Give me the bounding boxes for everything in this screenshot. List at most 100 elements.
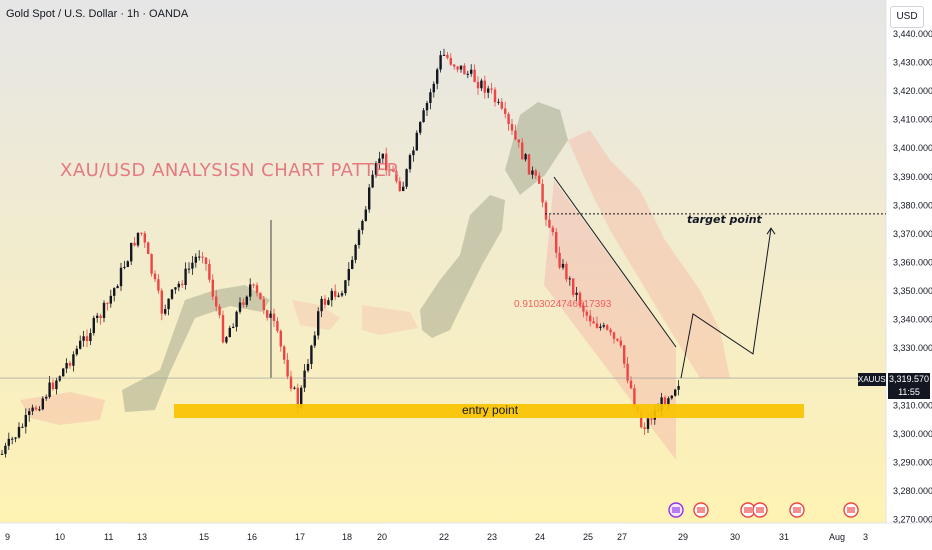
time-tick-label: 17 [295, 532, 305, 542]
price-tick-label: 3,350.000 [893, 286, 932, 296]
candle-body [96, 315, 99, 318]
candle-body [238, 302, 242, 312]
candle-body [504, 108, 507, 114]
candle-body [459, 65, 463, 70]
event-icon-mark [847, 507, 855, 513]
candle-body [310, 345, 313, 364]
candle-body [65, 363, 68, 369]
price-tick-label: 3,420.000 [893, 86, 932, 96]
time-tick-label: 3 [863, 532, 868, 542]
candle-body [204, 257, 208, 264]
candle-body [28, 411, 31, 415]
candle-body [283, 346, 286, 360]
time-tick-label: 10 [55, 532, 65, 542]
candle-body [470, 69, 473, 74]
time-tick-label: 16 [247, 532, 257, 542]
candle-body [191, 262, 194, 269]
cloud-area [505, 102, 568, 195]
time-tick-label: 15 [199, 532, 209, 542]
candle-body [490, 88, 493, 90]
candle-body [55, 380, 58, 390]
candle-body [527, 154, 531, 175]
candle-body [14, 437, 17, 439]
candle-body [374, 163, 378, 175]
candle-body [109, 295, 112, 304]
candle-body [198, 256, 201, 258]
time-tick-label: 20 [377, 532, 387, 542]
candle-body [147, 242, 150, 255]
candle-body [476, 81, 480, 89]
candle-body [337, 295, 340, 297]
candle-body [201, 256, 204, 258]
candle-body [480, 80, 483, 89]
candle-body [51, 382, 55, 390]
price-tick-label: 3,270.000 [893, 515, 932, 525]
candle-body [72, 354, 75, 366]
candle-body [446, 54, 449, 58]
candle-body [41, 398, 44, 410]
candle-body [531, 170, 534, 175]
candle-body [595, 323, 599, 328]
candle-body [405, 169, 408, 187]
candles [0, 48, 680, 458]
price-tick-label: 3,310.000 [893, 400, 932, 410]
candle-body [388, 169, 391, 171]
event-icon-mark [697, 507, 705, 513]
candle-body [422, 110, 425, 123]
candle-body [663, 397, 667, 406]
time-axis-ticks: 9 10 11 13 15 16 17 18 20 22 23 24 25 27 29 30 31 Aug 3 [5, 532, 868, 542]
candle-body [293, 387, 296, 389]
candle-body [361, 220, 364, 231]
candle-body [500, 101, 503, 109]
time-tick-label: 24 [535, 532, 545, 542]
candle-body [194, 256, 197, 263]
candle-body [677, 385, 680, 390]
candle-body [320, 298, 323, 312]
cloud-area [420, 195, 505, 338]
candle-body [544, 202, 548, 220]
candle-body [7, 438, 10, 446]
candle-body [225, 337, 228, 343]
candle-body [575, 292, 578, 295]
candle-body [466, 73, 469, 75]
candle-body [660, 397, 663, 411]
event-icon-mark [744, 507, 752, 513]
candle-body [473, 69, 476, 82]
candle-body [89, 333, 92, 342]
candle-body [232, 326, 235, 328]
time-tick-label: 18 [342, 532, 352, 542]
price-tick-label: 3,340.000 [893, 315, 932, 325]
candle-body [670, 395, 673, 399]
candle-body [58, 376, 61, 381]
candle-body [259, 292, 262, 300]
time-tick-label: 23 [487, 532, 497, 542]
candle-body [582, 305, 585, 312]
currency-button[interactable]: USD [890, 6, 924, 28]
candle-body [160, 290, 163, 314]
candle-body [633, 388, 636, 407]
fib-ratio-label: 0.9103024746617393 [514, 299, 612, 310]
candle-body [174, 287, 177, 290]
candle-body [510, 124, 514, 131]
candle-body [351, 259, 354, 269]
candle-body [266, 310, 269, 318]
candle-body [113, 288, 116, 296]
current-price-tag: XAUUSD 3,319.570 11:55 [858, 373, 930, 400]
candle-body [92, 317, 95, 334]
candle-body [116, 286, 119, 289]
chart-background [0, 0, 886, 523]
candle-body [378, 158, 381, 164]
candle-body [538, 175, 541, 184]
candle-body [507, 113, 510, 125]
candle-body [592, 321, 595, 324]
channel-upper-line [553, 176, 677, 348]
time-tick-label: 27 [617, 532, 627, 542]
candle-body [402, 186, 405, 192]
candle-body [249, 284, 252, 297]
candle-body [425, 103, 429, 111]
candle-body [432, 83, 435, 93]
price-tick-label: 3,400.000 [893, 143, 932, 153]
price-tick-label: 3,360.000 [893, 257, 932, 267]
economic-events [668, 502, 859, 518]
